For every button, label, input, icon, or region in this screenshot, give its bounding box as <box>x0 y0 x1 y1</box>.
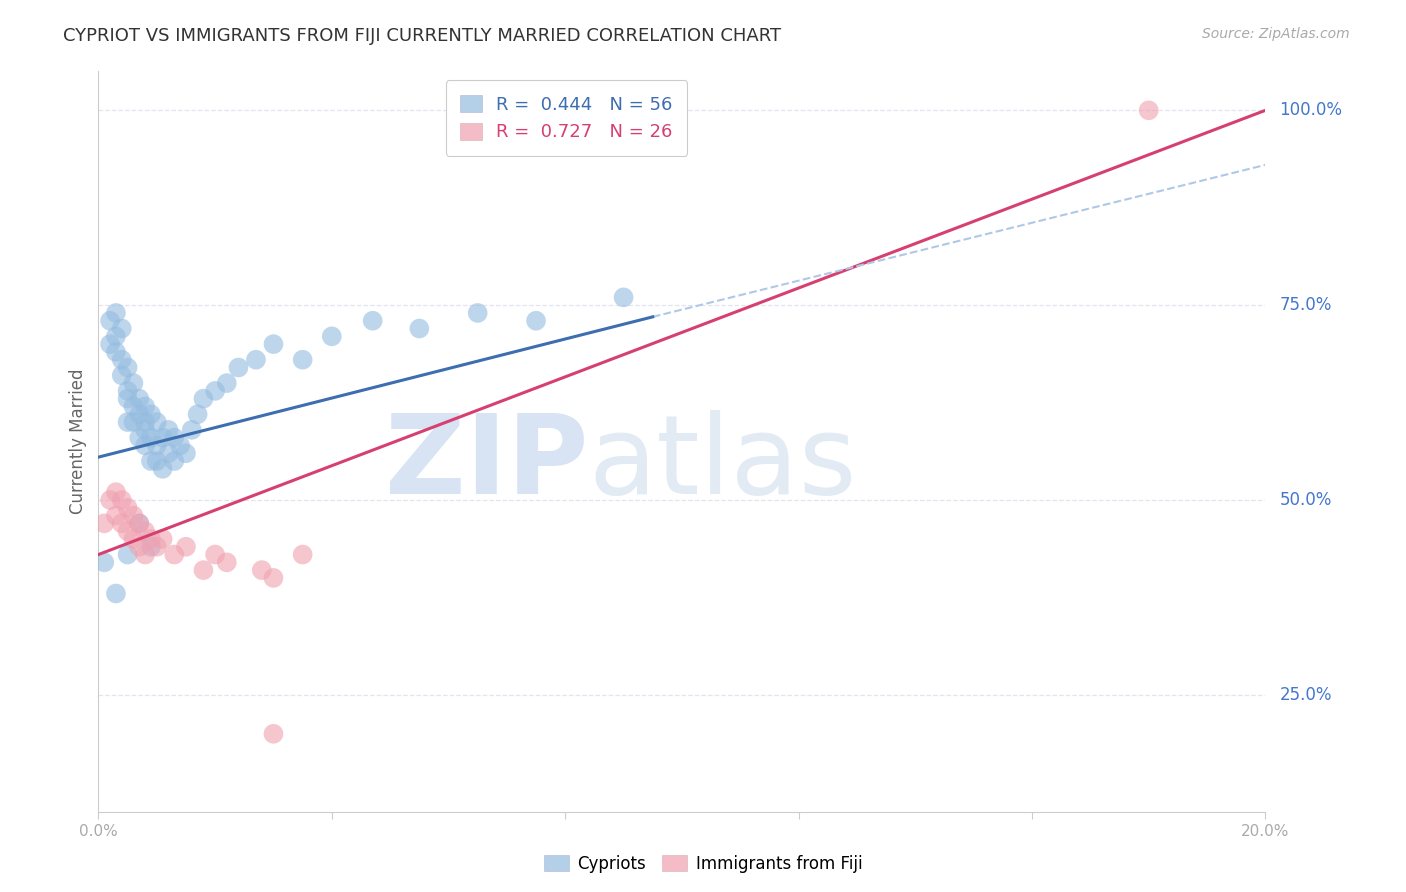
Point <box>193 563 215 577</box>
Point <box>117 548 139 562</box>
Text: 25.0%: 25.0% <box>1279 686 1331 704</box>
Point <box>117 392 139 406</box>
Point <box>134 423 156 437</box>
Point <box>163 548 186 562</box>
Point <box>117 524 139 538</box>
Point <box>128 392 150 406</box>
Point <box>467 306 489 320</box>
Point <box>122 415 145 429</box>
Point <box>122 508 145 523</box>
Point <box>157 446 180 460</box>
Point <box>262 727 284 741</box>
Point <box>193 392 215 406</box>
Point <box>134 400 156 414</box>
Point <box>117 360 139 375</box>
Point <box>291 548 314 562</box>
Point <box>111 368 134 383</box>
Point <box>104 306 127 320</box>
Point <box>215 555 238 569</box>
Point <box>146 438 169 452</box>
Point <box>152 431 174 445</box>
Point <box>111 352 134 367</box>
Point <box>152 532 174 546</box>
Point <box>146 454 169 468</box>
Point <box>122 532 145 546</box>
Point <box>128 516 150 531</box>
Point <box>139 407 162 421</box>
Point <box>104 485 127 500</box>
Point <box>128 516 150 531</box>
Point <box>139 454 162 468</box>
Point <box>187 407 209 421</box>
Point <box>93 516 115 531</box>
Point <box>104 329 127 343</box>
Point <box>111 321 134 335</box>
Point <box>180 423 202 437</box>
Point <box>134 524 156 538</box>
Y-axis label: Currently Married: Currently Married <box>69 368 87 515</box>
Text: Source: ZipAtlas.com: Source: ZipAtlas.com <box>1202 27 1350 41</box>
Point <box>104 508 127 523</box>
Point <box>612 290 634 304</box>
Point <box>93 555 115 569</box>
Point <box>98 337 121 351</box>
Legend: R =  0.444   N = 56, R =  0.727   N = 26: R = 0.444 N = 56, R = 0.727 N = 26 <box>446 80 688 156</box>
Text: ZIP: ZIP <box>385 410 589 517</box>
Point <box>204 384 226 398</box>
Point <box>204 548 226 562</box>
Point <box>134 438 156 452</box>
Point <box>117 415 139 429</box>
Point <box>104 586 127 600</box>
Point <box>139 532 162 546</box>
Point <box>174 446 197 460</box>
Point <box>128 540 150 554</box>
Point <box>117 500 139 515</box>
Text: 50.0%: 50.0% <box>1279 491 1331 509</box>
Point <box>174 540 197 554</box>
Point <box>291 352 314 367</box>
Point <box>215 376 238 390</box>
Point <box>134 548 156 562</box>
Point <box>98 314 121 328</box>
Point <box>408 321 430 335</box>
Point <box>152 462 174 476</box>
Point <box>228 360 250 375</box>
Point <box>146 415 169 429</box>
Point <box>111 493 134 508</box>
Point <box>163 454 186 468</box>
Point <box>117 384 139 398</box>
Point <box>321 329 343 343</box>
Point <box>245 352 267 367</box>
Point <box>139 540 162 554</box>
Point <box>139 431 162 445</box>
Point <box>1137 103 1160 118</box>
Text: 75.0%: 75.0% <box>1279 296 1331 314</box>
Point <box>128 407 150 421</box>
Point <box>111 516 134 531</box>
Point <box>157 423 180 437</box>
Point <box>361 314 384 328</box>
Point <box>104 345 127 359</box>
Point <box>524 314 547 328</box>
Point <box>134 415 156 429</box>
Point <box>146 540 169 554</box>
Point <box>122 376 145 390</box>
Point <box>122 400 145 414</box>
Point <box>163 431 186 445</box>
Point <box>250 563 273 577</box>
Text: atlas: atlas <box>589 410 858 517</box>
Point <box>128 431 150 445</box>
Point <box>262 571 284 585</box>
Text: 100.0%: 100.0% <box>1279 102 1343 120</box>
Point <box>98 493 121 508</box>
Point <box>169 438 191 452</box>
Point <box>262 337 284 351</box>
Text: CYPRIOT VS IMMIGRANTS FROM FIJI CURRENTLY MARRIED CORRELATION CHART: CYPRIOT VS IMMIGRANTS FROM FIJI CURRENTL… <box>63 27 782 45</box>
Legend: Cypriots, Immigrants from Fiji: Cypriots, Immigrants from Fiji <box>537 848 869 880</box>
